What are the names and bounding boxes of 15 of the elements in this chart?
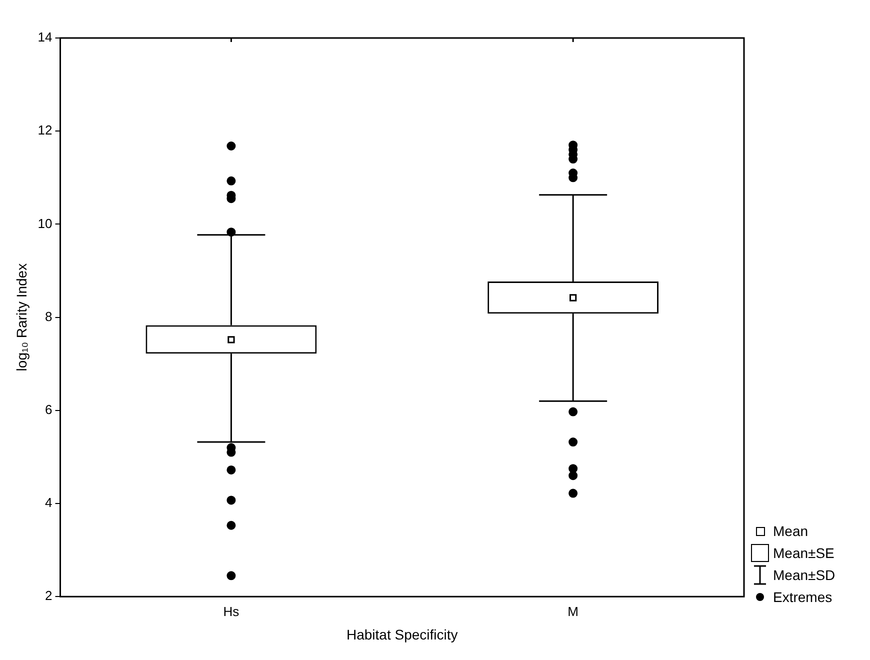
text: Mean±SE bbox=[773, 545, 834, 561]
y-tick-label: 12 bbox=[38, 122, 52, 138]
x-tick-label: Hs bbox=[223, 604, 240, 619]
y-axis-title: log₁₀ Rarity Index bbox=[13, 263, 30, 372]
text: Extremes bbox=[773, 589, 832, 605]
x-axis-title: Habitat Specificity bbox=[346, 626, 458, 642]
y-tick-label: 6 bbox=[45, 402, 52, 417]
y-tick-label: 8 bbox=[45, 308, 52, 324]
y-tick-label: 2 bbox=[45, 588, 52, 604]
text: Mean±SD bbox=[773, 567, 836, 583]
text: Mean bbox=[773, 523, 808, 539]
y-tick-label: 4 bbox=[45, 495, 52, 510]
y-tick-label: 14 bbox=[38, 30, 52, 45]
y-tick-label: 10 bbox=[38, 216, 52, 231]
x-tick-label: M bbox=[568, 604, 578, 619]
